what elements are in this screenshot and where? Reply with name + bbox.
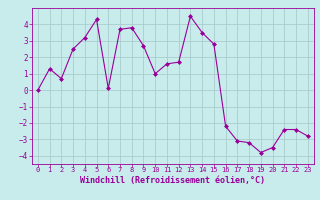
X-axis label: Windchill (Refroidissement éolien,°C): Windchill (Refroidissement éolien,°C) (80, 176, 265, 185)
